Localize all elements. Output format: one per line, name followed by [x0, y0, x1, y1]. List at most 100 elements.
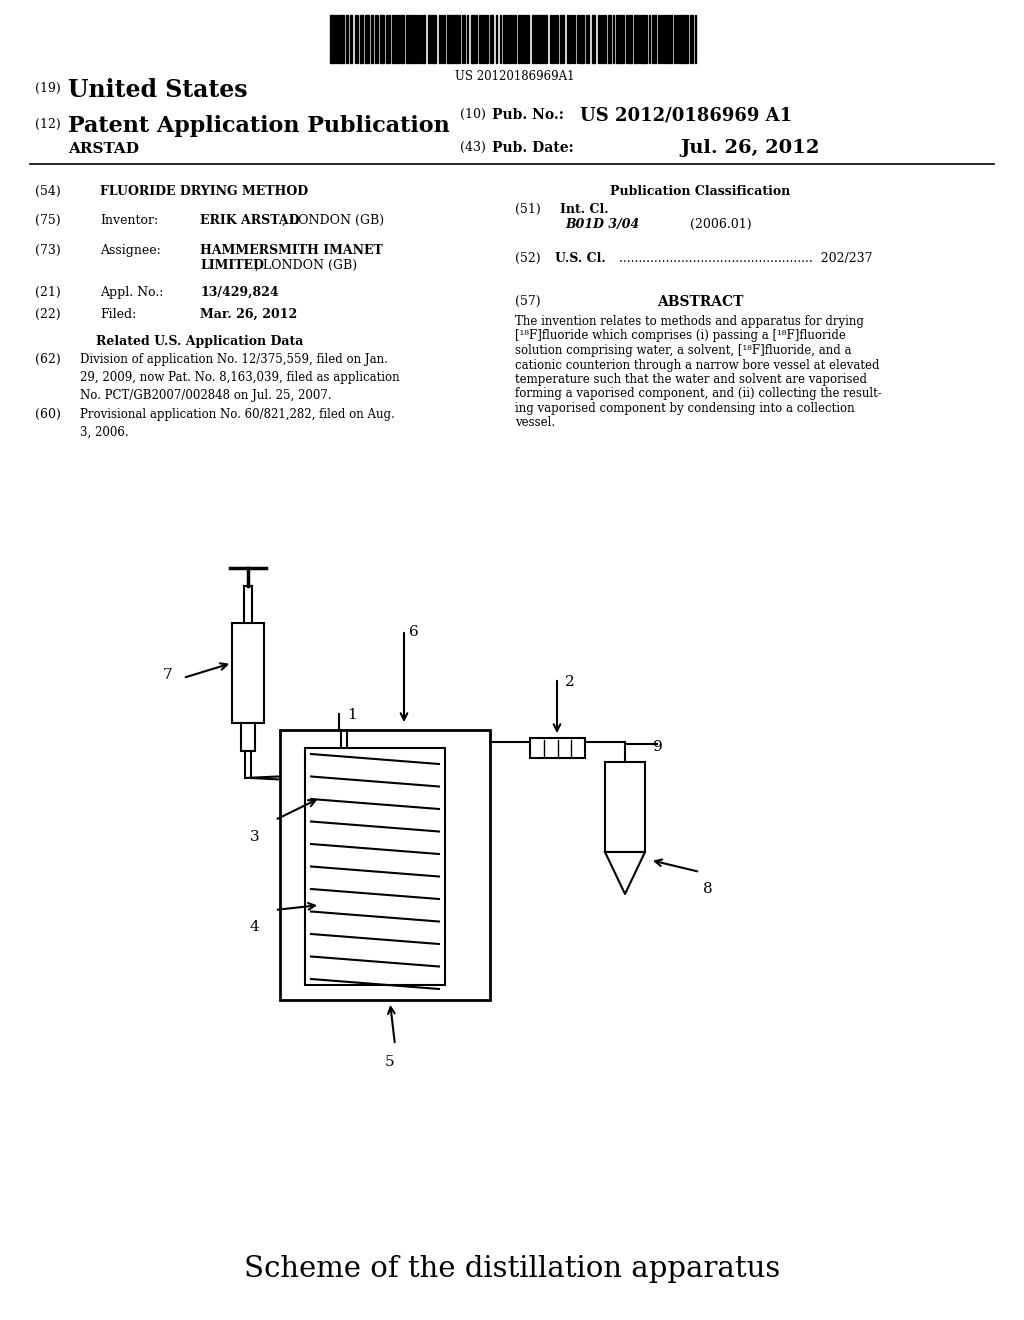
- Bar: [350, 15, 352, 63]
- Bar: [641, 15, 645, 63]
- Bar: [428, 15, 430, 63]
- Text: Assignee:: Assignee:: [100, 244, 161, 257]
- Text: 3: 3: [250, 830, 260, 843]
- Bar: [365, 15, 369, 63]
- Bar: [310, 766, 378, 788]
- Bar: [634, 15, 638, 63]
- Polygon shape: [605, 851, 645, 894]
- Text: US 20120186969A1: US 20120186969A1: [456, 70, 574, 83]
- Bar: [401, 15, 404, 63]
- Bar: [592, 15, 595, 63]
- Bar: [410, 15, 413, 63]
- Bar: [509, 15, 511, 63]
- Bar: [450, 15, 454, 63]
- Bar: [340, 15, 344, 63]
- Bar: [346, 15, 348, 63]
- Text: (10): (10): [460, 108, 485, 121]
- Text: , LONDON (GB): , LONDON (GB): [255, 259, 357, 272]
- Bar: [518, 15, 520, 63]
- Text: Patent Application Publication: Patent Application Publication: [68, 115, 450, 137]
- Bar: [398, 15, 400, 63]
- Text: B01D 3/04: B01D 3/04: [565, 218, 639, 231]
- Text: (73): (73): [35, 244, 60, 257]
- Bar: [392, 15, 395, 63]
- Bar: [676, 15, 678, 63]
- Bar: [280, 730, 490, 1001]
- Text: Publication Classification: Publication Classification: [610, 185, 791, 198]
- Text: Pub. Date:: Pub. Date:: [492, 141, 573, 154]
- Text: (43): (43): [460, 141, 485, 154]
- Bar: [660, 15, 662, 63]
- Text: Mar. 26, 2012: Mar. 26, 2012: [200, 308, 297, 321]
- Bar: [556, 15, 558, 63]
- Bar: [418, 15, 420, 63]
- Bar: [360, 15, 362, 63]
- Bar: [241, 723, 255, 751]
- Text: 4: 4: [250, 920, 260, 935]
- Bar: [406, 15, 409, 63]
- Text: US 2012/0186969 A1: US 2012/0186969 A1: [580, 107, 793, 125]
- Bar: [471, 15, 475, 63]
- Text: Int. Cl.: Int. Cl.: [560, 203, 608, 216]
- Bar: [545, 15, 547, 63]
- Text: United States: United States: [68, 78, 248, 102]
- Text: 9: 9: [653, 741, 663, 754]
- Bar: [305, 748, 445, 985]
- Bar: [567, 15, 569, 63]
- Text: (60): (60): [35, 408, 60, 421]
- Bar: [232, 623, 264, 723]
- Text: LIMITED: LIMITED: [200, 259, 264, 272]
- Text: Jul. 26, 2012: Jul. 26, 2012: [680, 139, 819, 157]
- Bar: [629, 15, 632, 63]
- Text: (62): (62): [35, 352, 60, 366]
- Bar: [608, 15, 611, 63]
- Bar: [490, 15, 493, 63]
- Bar: [620, 15, 624, 63]
- Text: [¹⁸F]fluoride which comprises (i) passing a [¹⁸F]fluoride: [¹⁸F]fluoride which comprises (i) passin…: [515, 330, 846, 342]
- Bar: [483, 15, 485, 63]
- Bar: [330, 15, 334, 63]
- Text: FLUORIDE DRYING METHOD: FLUORIDE DRYING METHOD: [100, 185, 308, 198]
- Bar: [455, 15, 458, 63]
- Bar: [538, 15, 542, 63]
- Bar: [371, 15, 373, 63]
- Text: cationic counterion through a narrow bore vessel at elevated: cationic counterion through a narrow bor…: [515, 359, 880, 371]
- Bar: [524, 15, 527, 63]
- Text: 7: 7: [163, 668, 173, 682]
- Text: HAMMERSMITH IMANET: HAMMERSMITH IMANET: [200, 244, 383, 257]
- Text: forming a vaporised component, and (ii) collecting the result-: forming a vaporised component, and (ii) …: [515, 388, 882, 400]
- Text: 1: 1: [347, 708, 356, 722]
- Text: ..................................................  202/237: ........................................…: [615, 252, 872, 265]
- Text: (12): (12): [35, 117, 60, 131]
- Text: Filed:: Filed:: [100, 308, 136, 321]
- Bar: [337, 15, 339, 63]
- Text: (52): (52): [515, 252, 541, 265]
- Bar: [441, 15, 443, 63]
- Text: 5: 5: [385, 1055, 394, 1069]
- Bar: [581, 15, 584, 63]
- Text: vessel.: vessel.: [515, 417, 555, 429]
- Text: (51): (51): [515, 203, 541, 216]
- Bar: [521, 15, 523, 63]
- Bar: [535, 15, 537, 63]
- Bar: [605, 762, 645, 851]
- Text: Inventor:: Inventor:: [100, 214, 158, 227]
- Bar: [682, 15, 685, 63]
- Bar: [447, 15, 449, 63]
- Text: (75): (75): [35, 214, 60, 227]
- Text: Provisional application No. 60/821,282, filed on Aug.
3, 2006.: Provisional application No. 60/821,282, …: [80, 408, 394, 440]
- Text: , LONDON (GB): , LONDON (GB): [282, 214, 384, 227]
- Text: 13/429,824: 13/429,824: [200, 286, 279, 300]
- Bar: [616, 15, 618, 63]
- Bar: [386, 15, 388, 63]
- Bar: [532, 15, 534, 63]
- Text: solution comprising water, a solvent, [¹⁸F]fluoride, and a: solution comprising water, a solvent, [¹…: [515, 345, 852, 356]
- Text: 6: 6: [409, 624, 419, 639]
- Bar: [380, 15, 384, 63]
- Text: The invention relates to methods and apparatus for drying: The invention relates to methods and app…: [515, 315, 864, 327]
- Bar: [433, 15, 436, 63]
- Bar: [626, 15, 628, 63]
- Bar: [667, 15, 670, 63]
- Bar: [604, 15, 606, 63]
- Text: Division of application No. 12/375,559, filed on Jan.
29, 2009, now Pat. No. 8,1: Division of application No. 12/375,559, …: [80, 352, 399, 403]
